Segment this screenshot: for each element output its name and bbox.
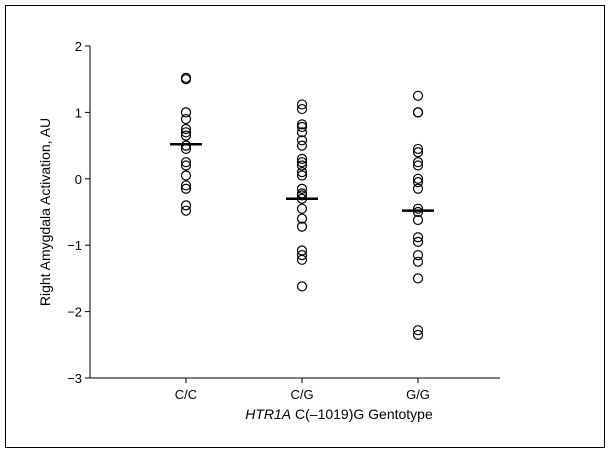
data-point — [412, 107, 424, 118]
data-point — [296, 160, 308, 171]
data-point — [296, 127, 308, 138]
data-point — [180, 123, 192, 135]
data-points — [180, 72, 424, 340]
data-point — [412, 203, 424, 214]
y-tick-label: −1 — [67, 238, 82, 253]
data-point — [296, 119, 308, 130]
data-point — [296, 140, 308, 151]
data-point — [296, 170, 308, 181]
data-point — [180, 113, 192, 125]
data-point — [296, 167, 308, 178]
y-tick-label: 2 — [75, 39, 82, 54]
x-tick-label: C/G — [290, 387, 313, 402]
x-tick-label: C/C — [175, 387, 197, 402]
data-point — [296, 221, 308, 232]
x-ticks: C/C C/G G/G — [175, 378, 430, 402]
data-point — [180, 107, 192, 118]
x-axis-label-rest: C(–1019)G Gentotype — [291, 406, 433, 422]
data-point — [296, 254, 308, 265]
data-point — [412, 236, 424, 247]
data-point — [296, 250, 308, 261]
x-axis-label-italic: HTR1A — [245, 406, 291, 422]
y-ticks: 2 1 0 −1 −2 −3 — [67, 39, 90, 386]
mean-lines — [170, 143, 434, 212]
y-tick-label: −2 — [67, 305, 82, 320]
data-point — [412, 157, 424, 168]
data-point — [180, 200, 192, 211]
data-point — [296, 135, 308, 146]
data-point — [180, 170, 192, 181]
data-point — [180, 74, 192, 85]
data-point — [180, 205, 192, 216]
data-point — [296, 203, 308, 214]
data-point — [412, 256, 424, 267]
chart-border — [5, 5, 605, 448]
y-tick-label: −3 — [67, 371, 82, 386]
data-point — [412, 325, 424, 336]
data-point — [180, 127, 192, 138]
data-point — [412, 250, 424, 261]
data-point — [412, 177, 424, 188]
data-point — [180, 183, 192, 194]
data-point — [180, 157, 192, 168]
data-point — [412, 214, 424, 226]
data-point — [296, 213, 308, 224]
data-point — [296, 281, 308, 292]
data-point — [296, 153, 308, 164]
data-point — [180, 140, 192, 151]
data-point — [412, 90, 424, 101]
data-point — [180, 180, 192, 191]
x-axis-label: HTR1A C(–1019)G Gentotype — [245, 406, 433, 422]
data-point — [412, 147, 424, 158]
data-point — [296, 157, 308, 168]
y-tick-label: 0 — [75, 172, 82, 187]
data-point — [296, 99, 308, 110]
data-point — [412, 173, 424, 184]
data-point — [412, 232, 424, 243]
data-point — [412, 160, 424, 171]
data-point — [296, 183, 308, 194]
axes — [89, 46, 500, 379]
data-point — [412, 206, 424, 218]
x-tick-label: G/G — [406, 387, 430, 402]
data-point — [412, 143, 424, 155]
y-tick-label: 1 — [75, 105, 82, 120]
data-point — [412, 183, 424, 194]
y-axis-label: Right Amygdala Activation, AU — [37, 118, 53, 306]
data-point — [296, 103, 308, 115]
data-point — [296, 121, 308, 133]
data-point — [180, 160, 192, 171]
data-point — [412, 273, 424, 284]
data-point — [412, 329, 424, 340]
data-point — [180, 130, 192, 141]
